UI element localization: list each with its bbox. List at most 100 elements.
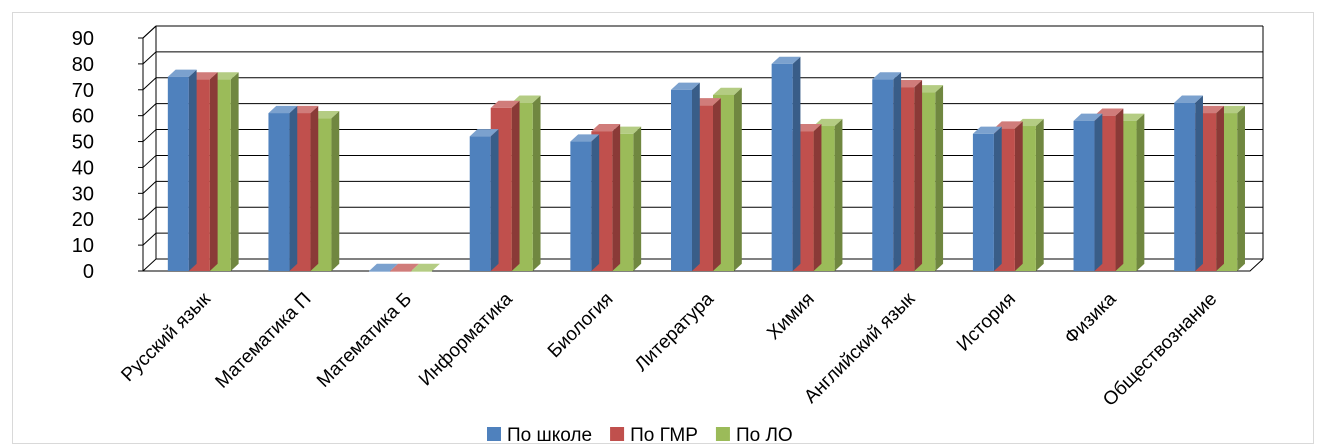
x-category-label: История: [953, 289, 1020, 356]
x-category-label: Русский язык: [117, 288, 215, 386]
bar-front: [469, 136, 491, 271]
bar-front: [771, 63, 793, 272]
bar-side: [310, 105, 319, 271]
bar-side: [893, 72, 902, 271]
bar: [268, 105, 298, 271]
bar-side: [713, 98, 721, 271]
gridline-diagonal: [142, 103, 157, 117]
bar-side: [230, 72, 239, 271]
bar-side: [935, 85, 944, 272]
bar-top: [1174, 95, 1203, 103]
y-tick-label: 10: [72, 235, 94, 257]
bar-side: [993, 126, 1002, 271]
bar-top: [369, 263, 398, 271]
bar-side: [289, 105, 298, 271]
x-category-label: Английский язык: [800, 288, 919, 407]
gridline-diagonal: [142, 155, 157, 168]
gridline-diagonal: [142, 232, 157, 246]
bar: [671, 82, 700, 272]
bar: [771, 56, 801, 272]
bar: [570, 134, 600, 271]
bar-side: [813, 124, 822, 271]
gridline-diagonal: [142, 206, 157, 220]
bar-side: [591, 134, 600, 271]
y-tick-label: 70: [72, 80, 94, 102]
bar-side: [692, 82, 700, 271]
bars: [167, 56, 1245, 272]
bar-side: [1094, 113, 1103, 272]
bar: [469, 129, 499, 271]
y-tick-label: 60: [72, 106, 94, 128]
y-tick-label: 90: [72, 28, 94, 50]
bar-top: [591, 124, 621, 132]
x-category-label: Физика: [1061, 288, 1121, 348]
bar-front: [671, 89, 692, 272]
bar-side: [734, 87, 742, 271]
bar-top: [570, 134, 600, 142]
x-category-label: Литература: [631, 288, 718, 375]
gridline-diagonal: [142, 180, 157, 194]
gridline-diagonal: [142, 25, 157, 39]
legend-swatch: [715, 427, 730, 441]
bar-front: [872, 79, 894, 271]
bar-side: [209, 72, 218, 271]
bar: [1174, 95, 1203, 272]
bar-top: [390, 263, 419, 271]
bar-side: [612, 124, 621, 271]
bar-side: [1136, 113, 1145, 272]
bar-top: [1073, 113, 1103, 121]
x-category-label: Математика П: [212, 289, 316, 393]
bar: [390, 263, 419, 272]
y-tick-label: 80: [72, 54, 94, 76]
bar-side: [188, 69, 197, 271]
legend-label: По школе: [507, 425, 592, 446]
bar-top: [469, 129, 499, 137]
y-tick-label: 20: [72, 209, 94, 231]
bar-top: [167, 69, 197, 77]
y-tick-label: 40: [72, 157, 94, 179]
bar-front: [369, 271, 391, 272]
bar-side: [1216, 105, 1224, 271]
bar-top: [972, 126, 1002, 134]
gridline-diagonal: [142, 77, 157, 91]
x-category-label: Обществознание: [1099, 289, 1221, 411]
bar-top: [713, 87, 742, 95]
bar-front: [411, 271, 433, 272]
bar-front: [570, 141, 592, 271]
gridline-diagonal: [142, 51, 157, 65]
bar-top: [411, 263, 440, 271]
bar: [972, 126, 1002, 271]
x-category-label: Биология: [544, 289, 617, 362]
bar-side: [1195, 95, 1203, 272]
gridline-diagonal: [142, 258, 157, 272]
x-category-label: Математика Б: [313, 289, 416, 392]
gridline-diagonal: [142, 129, 157, 142]
y-tick-label: 50: [72, 132, 94, 154]
bar-side: [1035, 118, 1044, 271]
bar-top: [268, 105, 298, 114]
y-axis-ticks: 0 10 20 30 40 50 60 70 80 90: [72, 28, 143, 283]
bar-side: [532, 95, 541, 272]
legend-swatch: [610, 427, 625, 441]
bar-front: [167, 76, 189, 271]
bar: [1073, 113, 1103, 272]
bar-side: [914, 79, 923, 271]
bar-front: [1073, 120, 1095, 271]
bar-front: [390, 271, 412, 272]
bar: [167, 69, 197, 271]
x-category-label: Информатика: [415, 288, 517, 390]
bar-top: [490, 100, 520, 108]
bar-side: [490, 129, 499, 271]
bar-top: [872, 72, 902, 80]
bar: [872, 72, 902, 271]
bar-side: [792, 56, 801, 271]
y-tick-label: 30: [72, 183, 94, 205]
bar-side: [1014, 121, 1023, 272]
bar-side: [331, 111, 340, 271]
bar-side: [511, 100, 520, 271]
legend-label: По ЛО: [736, 425, 793, 446]
x-category-label: Химия: [763, 289, 818, 344]
bar: [411, 263, 440, 272]
